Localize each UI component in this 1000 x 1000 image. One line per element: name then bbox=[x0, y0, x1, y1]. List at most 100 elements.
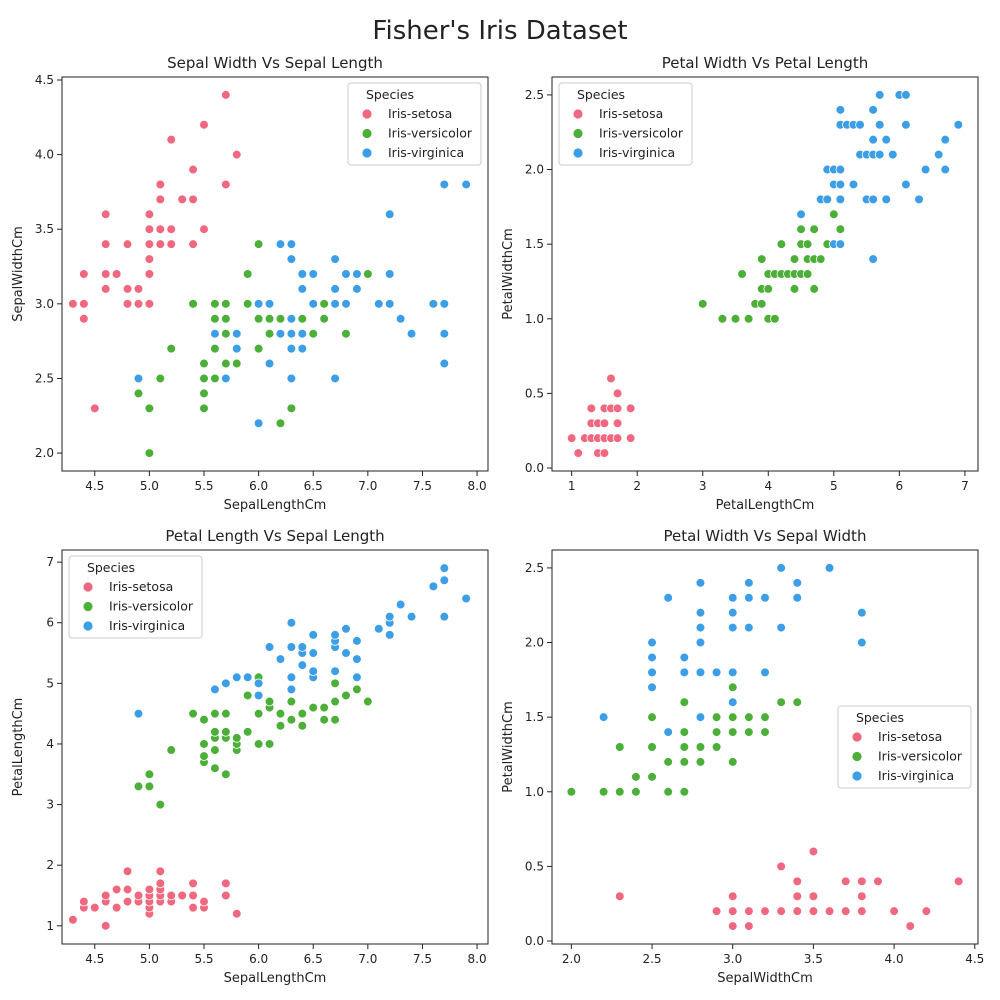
y-tick-label: 2 bbox=[46, 858, 54, 872]
data-point bbox=[221, 708, 231, 719]
data-point bbox=[647, 682, 657, 693]
data-point bbox=[727, 906, 738, 916]
subplot-title: Petal Width Vs Petal Length bbox=[662, 54, 868, 72]
data-point bbox=[763, 284, 774, 294]
legend-marker bbox=[361, 128, 373, 139]
legend-entry: Iris-virginica bbox=[109, 618, 185, 633]
data-point bbox=[221, 890, 231, 901]
data-point bbox=[341, 648, 351, 658]
legend-entry: Iris-setosa bbox=[388, 106, 452, 121]
data-point bbox=[188, 164, 198, 175]
data-point bbox=[857, 876, 867, 887]
data-point bbox=[253, 313, 264, 324]
data-point bbox=[210, 328, 220, 339]
data-point bbox=[144, 224, 155, 235]
data-point bbox=[920, 164, 931, 175]
data-point bbox=[275, 720, 286, 731]
data-point bbox=[881, 134, 892, 145]
legend: Species Iris-setosa Iris-versicolor Iris-vi… bbox=[837, 705, 972, 789]
legend-marker bbox=[851, 751, 863, 762]
data-point bbox=[133, 388, 144, 399]
y-tick-label: 2.0 bbox=[525, 636, 544, 650]
data-point bbox=[789, 284, 800, 294]
data-point bbox=[297, 269, 308, 279]
x-axis-label: SepalLengthCm bbox=[224, 971, 327, 986]
data-point bbox=[275, 239, 286, 249]
data-point bbox=[840, 876, 851, 887]
x-tick-label: 3.5 bbox=[804, 952, 823, 966]
data-point bbox=[789, 254, 800, 264]
legend-entry: Iris-virginica bbox=[599, 145, 675, 160]
data-point bbox=[231, 149, 242, 160]
data-point bbox=[756, 299, 767, 309]
data-point bbox=[221, 179, 231, 190]
data-point bbox=[792, 891, 803, 902]
data-point bbox=[177, 890, 187, 901]
data-point bbox=[384, 209, 395, 220]
x-tick-label: 3.0 bbox=[723, 952, 742, 966]
data-point bbox=[253, 708, 264, 719]
data-point bbox=[166, 239, 177, 249]
data-point bbox=[286, 328, 297, 339]
data-point bbox=[286, 642, 297, 652]
data-point bbox=[111, 269, 122, 279]
legend-marker bbox=[851, 770, 863, 782]
x-tick-label: 5.5 bbox=[194, 479, 213, 493]
data-point bbox=[612, 388, 623, 399]
x-tick-label: 1 bbox=[568, 479, 576, 493]
data-point bbox=[330, 299, 340, 309]
data-point bbox=[330, 284, 340, 294]
data-point bbox=[901, 119, 911, 130]
x-tick-label: 7.5 bbox=[413, 479, 432, 493]
data-point bbox=[166, 224, 177, 235]
data-point bbox=[727, 607, 738, 618]
data-point bbox=[352, 654, 362, 664]
legend-entry: Iris-versicolor bbox=[109, 599, 194, 614]
data-point bbox=[887, 149, 898, 160]
data-point bbox=[835, 164, 846, 175]
data-point bbox=[319, 313, 329, 324]
data-point bbox=[598, 786, 609, 797]
data-point bbox=[286, 313, 297, 324]
data-point bbox=[840, 906, 851, 916]
data-point bbox=[824, 563, 835, 573]
data-point bbox=[744, 622, 754, 633]
data-point bbox=[679, 742, 690, 752]
data-point bbox=[188, 890, 198, 901]
legend-marker bbox=[82, 620, 94, 632]
data-point bbox=[286, 254, 297, 264]
data-point bbox=[166, 343, 177, 354]
legend: Species Iris-setosa Iris-versicolor Iris-vi… bbox=[68, 555, 203, 639]
data-point bbox=[297, 720, 308, 731]
data-point bbox=[242, 690, 253, 701]
data-point bbox=[406, 328, 417, 339]
data-point bbox=[352, 684, 362, 695]
data-point bbox=[395, 599, 406, 610]
x-tick-label: 6.5 bbox=[304, 479, 323, 493]
data-point bbox=[264, 299, 275, 309]
data-point bbox=[286, 403, 297, 414]
data-point bbox=[221, 90, 231, 100]
data-point bbox=[253, 739, 264, 749]
data-point bbox=[253, 299, 264, 309]
data-point bbox=[663, 786, 673, 797]
data-point bbox=[68, 299, 78, 309]
data-point bbox=[573, 448, 584, 458]
data-point bbox=[188, 299, 198, 309]
data-point bbox=[341, 690, 351, 701]
x-tick-label: 6.0 bbox=[249, 952, 268, 966]
data-point bbox=[188, 902, 198, 913]
data-point bbox=[210, 373, 220, 384]
data-point bbox=[695, 622, 706, 633]
data-point bbox=[647, 742, 657, 752]
y-tick-label: 4.0 bbox=[35, 148, 54, 162]
data-point bbox=[868, 134, 878, 145]
data-point bbox=[100, 269, 111, 279]
data-point bbox=[586, 403, 597, 414]
data-point bbox=[275, 654, 286, 664]
data-point bbox=[253, 678, 264, 689]
data-point bbox=[727, 682, 738, 693]
data-point bbox=[199, 714, 209, 725]
scatter-points bbox=[566, 563, 964, 931]
data-point bbox=[647, 712, 657, 722]
